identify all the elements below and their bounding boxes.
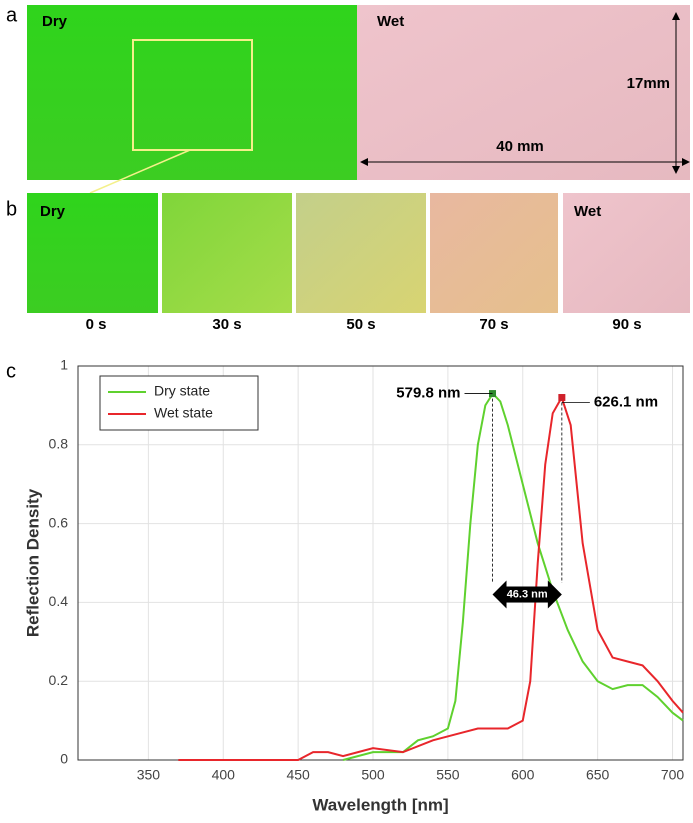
x-tick-label: 350 xyxy=(137,767,161,783)
x-tick-label: 450 xyxy=(286,767,310,783)
peak-label: 626.1 nm xyxy=(594,393,658,410)
legend-label: Wet state xyxy=(154,405,213,421)
x-tick-label: 400 xyxy=(212,767,236,783)
arrowhead xyxy=(672,166,680,174)
arrowhead xyxy=(360,158,368,166)
panel-label: a xyxy=(6,4,18,26)
photo-0s xyxy=(27,193,158,313)
plot-area xyxy=(77,365,684,761)
y-axis-label: Reflection Density xyxy=(23,488,42,637)
time-label: 70 s xyxy=(479,316,508,333)
height-label: 17mm xyxy=(627,75,670,92)
wet-label: Wet xyxy=(574,203,601,220)
legend-box xyxy=(99,375,259,431)
y-tick-label: 0.2 xyxy=(49,672,69,688)
dry-label: Dry xyxy=(40,203,66,220)
chart: 0 0.2 0.4 0.6 0.8 1 350 400 450 500 550 600 650 700 Wa… xyxy=(23,357,684,815)
plot-frame xyxy=(77,365,684,761)
x-tick-label: 700 xyxy=(661,767,685,783)
shift-arrow xyxy=(492,580,562,609)
y-tick-label: 0.4 xyxy=(49,593,69,609)
x-axis-label: Wavelength [nm] xyxy=(312,795,448,814)
zoom-line xyxy=(89,149,191,194)
arrowhead xyxy=(672,12,680,20)
peak-label: 579.8 nm xyxy=(396,385,460,402)
wet-photo xyxy=(357,5,690,180)
photo-30s xyxy=(162,193,292,313)
wet-label: Wet xyxy=(377,13,404,30)
peak-marker xyxy=(558,394,566,402)
y-tick-label: 0.6 xyxy=(49,514,69,530)
x-tick-label: 500 xyxy=(361,767,385,783)
time-label: 30 s xyxy=(212,316,241,333)
time-label: 90 s xyxy=(612,316,641,333)
legend-label: Dry state xyxy=(154,383,210,399)
x-tick-label: 600 xyxy=(511,767,535,783)
time-label: 50 s xyxy=(346,316,375,333)
y-tick-label: 0 xyxy=(60,751,68,767)
photo-50s xyxy=(296,193,426,313)
panel-label: b xyxy=(6,198,17,220)
series-line xyxy=(178,395,684,761)
x-tick-label: 650 xyxy=(586,767,610,783)
series-line xyxy=(342,391,684,761)
zoom-box xyxy=(132,39,253,151)
dry-photo xyxy=(27,5,357,180)
y-tick-label: 1 xyxy=(60,357,68,373)
panel-label: c xyxy=(6,360,16,382)
shift-label: 46.3 nm xyxy=(507,588,548,600)
photo-70s xyxy=(430,193,558,313)
photo-90s xyxy=(563,193,690,313)
dry-label: Dry xyxy=(42,13,68,30)
x-tick-label: 550 xyxy=(436,767,460,783)
arrowhead xyxy=(682,158,690,166)
width-label: 40 mm xyxy=(496,138,544,155)
y-tick-label: 0.8 xyxy=(49,436,69,452)
time-label: 0 s xyxy=(86,316,107,333)
